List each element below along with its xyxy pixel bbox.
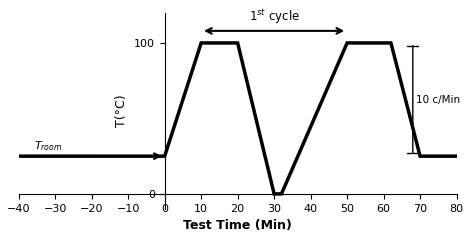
Text: $T_{room}$: $T_{room}$ xyxy=(34,139,62,153)
Y-axis label: T(°C): T(°C) xyxy=(115,95,128,127)
X-axis label: Test Time (Min): Test Time (Min) xyxy=(183,219,292,232)
Text: 10 c/Min: 10 c/Min xyxy=(417,95,461,105)
Text: $1^{st}$ cycle: $1^{st}$ cycle xyxy=(249,8,300,26)
